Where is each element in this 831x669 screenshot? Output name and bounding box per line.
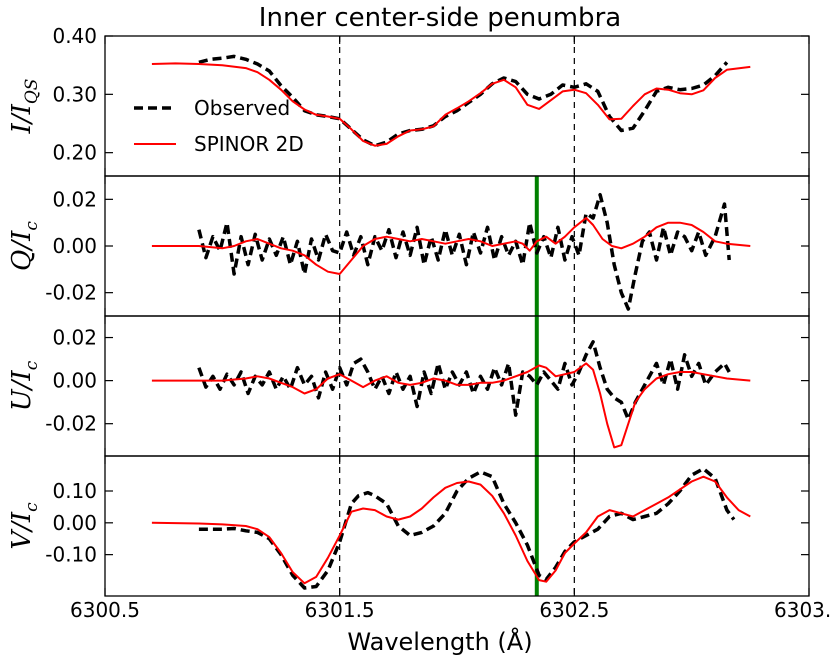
y-tick-label: 0.00 xyxy=(52,369,97,393)
series-group xyxy=(151,54,751,148)
observed-series-line xyxy=(198,466,736,590)
x-tick-label: 6303.5 xyxy=(774,598,831,622)
y-tick-label: 0.02 xyxy=(52,187,97,211)
y-tick-label: -0.10 xyxy=(45,543,97,567)
legend: Observed SPINOR 2D xyxy=(134,96,304,156)
y-tick-label: 0.40 xyxy=(52,24,97,48)
panel-frame xyxy=(104,315,810,457)
x-tick-label: 6300.5 xyxy=(70,598,140,622)
chart-title: Inner center-side penumbra xyxy=(259,3,621,33)
x-axis-label: Wavelength (Å) xyxy=(347,627,532,656)
y-axis-label: U/Ic xyxy=(7,360,42,411)
observed-series-line xyxy=(197,192,731,311)
y-tick-label: -0.02 xyxy=(45,281,97,305)
panel-frame xyxy=(104,455,810,597)
y-tick-label: 0.30 xyxy=(52,82,97,106)
y-axis-label-subscript: QS xyxy=(22,79,42,105)
y-tick-label: 0.00 xyxy=(52,234,97,258)
y-axis-label: I/IQS xyxy=(7,79,42,135)
panel-2: 0.020.00-0.02Q/Ic xyxy=(7,175,810,317)
y-tick-label: 0.20 xyxy=(52,141,97,165)
y-axis-label-subscript: c xyxy=(22,502,42,512)
series-group xyxy=(151,466,751,590)
observed-series-line xyxy=(198,54,729,148)
y-axis-label: V/Ic xyxy=(7,502,42,550)
x-tick-label: 6302.5 xyxy=(539,598,609,622)
y-tick-label: 0.10 xyxy=(52,479,97,503)
y-tick-label: 0.02 xyxy=(52,326,97,350)
y-axis-label-main: V/I xyxy=(7,511,37,550)
y-axis-label-main: U/I xyxy=(7,370,37,412)
panel-4: 0.100.00-0.10V/Ic xyxy=(7,455,810,597)
legend-fit-label: SPINOR 2D xyxy=(194,132,304,156)
fit-series-line xyxy=(151,475,751,585)
x-tick-label: 6301.5 xyxy=(305,598,375,622)
panel-1: 0.20 0.30 0.40 I/IQS xyxy=(7,24,810,177)
observed-series-line xyxy=(197,340,731,422)
fit-series-line xyxy=(151,62,751,147)
panels-group: 0.200.300.40I/IQS0.020.00-0.02Q/Ic0.020.… xyxy=(7,24,810,597)
series-group xyxy=(151,340,751,449)
fit-series-line xyxy=(151,362,751,449)
y-axis-label: Q/Ic xyxy=(7,221,42,271)
fit-series-line xyxy=(151,217,751,275)
y-axis-label-subscript: c xyxy=(22,221,42,231)
x-axis-ticks: 6300.5 6301.5 6302.5 6303.5 xyxy=(70,598,831,622)
y-axis-label-main: I/I xyxy=(7,103,37,134)
panel-3: 0.020.00-0.02U/Ic xyxy=(7,315,810,457)
series-group xyxy=(151,192,751,311)
y-axis-label-main: Q/I xyxy=(7,230,37,271)
y-axis-label-subscript: c xyxy=(22,360,42,370)
y-tick-label: 0.00 xyxy=(52,511,97,535)
y-tick-label: -0.02 xyxy=(45,412,97,436)
legend-observed-label: Observed xyxy=(194,96,290,120)
